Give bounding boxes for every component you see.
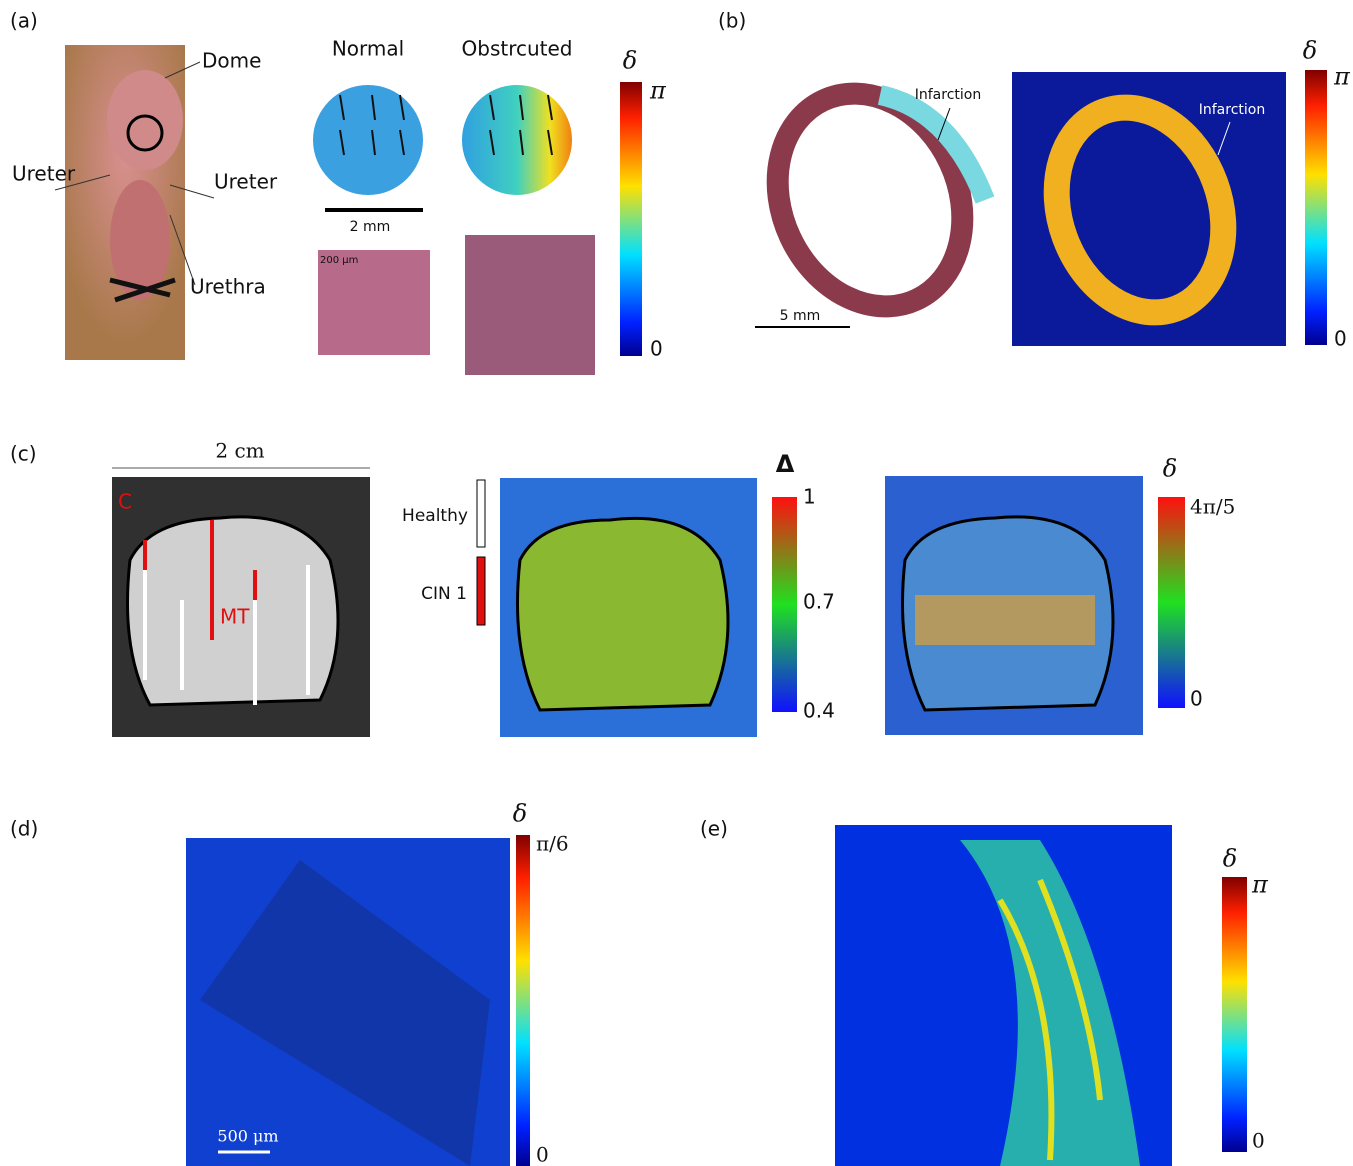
annotation: Ureter — [12, 162, 76, 186]
panel-label: (d) — [10, 817, 38, 841]
obstructed-map — [462, 85, 572, 195]
colorbar-symbol: δ — [1303, 37, 1317, 65]
colorbar-tick: 0 — [1190, 687, 1203, 711]
colorbar-symbol: δ — [513, 800, 527, 828]
colorbar-symbol: Δ — [776, 450, 795, 478]
legend-label: CIN 1 — [421, 584, 467, 604]
high-retardance — [915, 595, 1095, 645]
colorbar — [1305, 70, 1327, 345]
colorbar — [772, 497, 797, 712]
annotation: Urethra — [190, 275, 266, 299]
colorbar-tick: 0 — [1334, 327, 1347, 351]
panel-label: (e) — [700, 817, 728, 841]
annotation: Dome — [202, 49, 261, 73]
colorbar — [516, 835, 530, 1166]
annotation: Infarction — [1199, 102, 1265, 118]
colorbar-tick: 4π/5 — [1190, 495, 1235, 519]
colorbar-tick: 0.4 — [803, 699, 835, 723]
panel-label: (c) — [10, 442, 37, 466]
scale-label: 200 μm — [320, 255, 358, 266]
colorbar-tick: π — [1333, 63, 1351, 91]
annotation: Infarction — [915, 87, 981, 103]
colorbar-tick: π/6 — [536, 832, 569, 856]
heart-slice — [744, 63, 996, 337]
scale-label: 2 cm — [215, 439, 264, 463]
colorbar-symbol: δ — [1163, 455, 1177, 483]
colorbar-tick: π — [649, 77, 667, 105]
colorbar-tick: 0.7 — [803, 590, 835, 614]
marker: C — [118, 490, 132, 514]
histology — [465, 235, 595, 375]
scale-label: 5 mm — [780, 308, 821, 324]
scale-label: 2 mm — [350, 219, 391, 235]
heading: Normal — [332, 37, 404, 61]
colorbar-symbol: δ — [623, 47, 637, 75]
colorbar-tick: 0 — [1252, 1129, 1265, 1153]
colorbar-tick: π — [1251, 871, 1269, 899]
figure: (a) Dome Ureter Ureter Urethra Normal Ob… — [0, 0, 1353, 1166]
marker: MT — [220, 605, 250, 629]
heading: Obstrcuted — [462, 37, 573, 61]
colorbar — [1158, 497, 1185, 708]
colorbar-tick: 1 — [803, 485, 816, 509]
colorbar — [620, 82, 642, 356]
legend-swatch — [477, 480, 485, 547]
panel-label: (b) — [718, 9, 746, 33]
legend-swatch — [477, 557, 485, 625]
legend-label: Healthy — [402, 506, 468, 526]
colorbar-tick: 0 — [536, 1143, 549, 1166]
colorbar-symbol: δ — [1223, 845, 1237, 873]
bladder — [107, 70, 183, 170]
colorbar-tick: 0 — [650, 337, 663, 361]
annotation: Ureter — [214, 170, 278, 194]
normal-map — [313, 85, 423, 195]
colorbar — [1222, 877, 1247, 1152]
panel-label: (a) — [10, 9, 38, 33]
cervix-outline — [518, 518, 729, 710]
scale-label: 500 μm — [217, 1127, 278, 1146]
